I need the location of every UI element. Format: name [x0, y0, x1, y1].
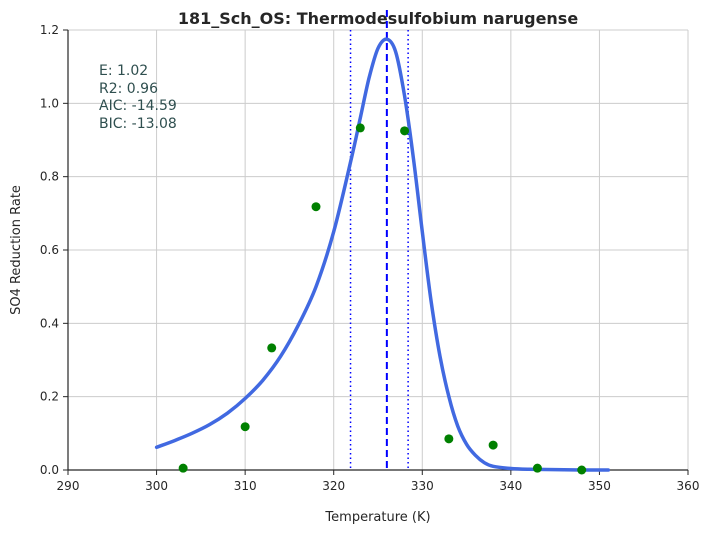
data-point	[444, 434, 454, 444]
data-point	[577, 465, 587, 475]
x-tick-label: 330	[411, 479, 434, 493]
data-point	[355, 123, 365, 133]
x-axis-label: Temperature (K)	[324, 510, 430, 525]
y-tick-label: 0.2	[40, 390, 59, 404]
x-tick-label: 340	[499, 479, 522, 493]
x-tick-label: 290	[57, 479, 80, 493]
data-point	[240, 422, 250, 432]
y-axis-label: SO4 Reduction Rate	[9, 185, 24, 315]
stat-r2: R2: 0.96	[99, 81, 158, 97]
y-tick-label: 0.0	[40, 463, 59, 477]
x-tick-label: 350	[588, 479, 611, 493]
grid	[68, 29, 689, 470]
fit-statistics: E: 1.02 R2: 0.96 AIC: -14.59 BIC: -13.08	[99, 63, 177, 132]
y-tick-label: 1.0	[40, 96, 59, 110]
data-point	[400, 126, 410, 136]
stat-e: E: 1.02	[99, 63, 148, 79]
data-point	[488, 440, 498, 450]
reference-lines	[349, 10, 409, 470]
stat-bic: BIC: -13.08	[99, 116, 177, 132]
y-tick-label: 0.6	[40, 243, 59, 257]
chart-title: 181_Sch_OS: Thermodesulfobium narugense	[178, 9, 579, 28]
stat-aic: AIC: -14.59	[99, 98, 177, 114]
y-tick-label: 0.8	[40, 170, 59, 184]
data-point	[267, 343, 277, 353]
x-tick-label: 310	[234, 479, 257, 493]
y-tick-label: 0.4	[40, 316, 59, 330]
x-ticks: 290 300 310 320 330 340 350 360	[57, 470, 700, 493]
x-tick-label: 360	[677, 479, 700, 493]
x-tick-label: 300	[145, 479, 168, 493]
y-ticks: 0.0 0.2 0.4 0.6 0.8 1.0 1.2	[40, 23, 68, 477]
data-point	[311, 202, 321, 212]
data-point	[178, 463, 188, 473]
fit-curve	[154, 37, 611, 472]
y-tick-label: 1.2	[40, 23, 59, 37]
data-points	[178, 123, 587, 475]
x-tick-label: 320	[322, 479, 345, 493]
data-point	[532, 463, 542, 473]
